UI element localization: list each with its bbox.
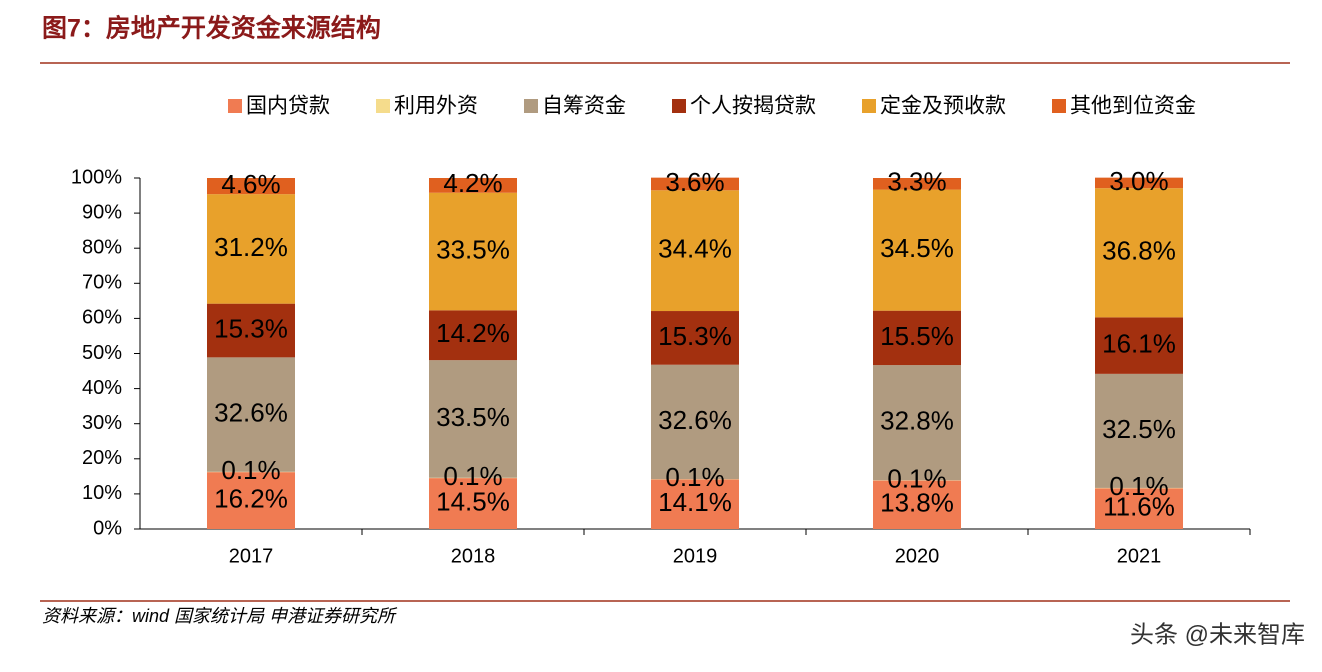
legend-label: 个人按揭贷款	[690, 95, 816, 118]
data-label: 33.5%	[436, 234, 510, 264]
bar-segment	[651, 479, 739, 529]
legend-swatch	[524, 99, 538, 113]
data-label: 0.1%	[665, 462, 724, 492]
y-tick-label: 70%	[82, 272, 122, 294]
bar-segment	[1095, 373, 1183, 488]
bar-segment	[429, 360, 517, 478]
bar-segment	[207, 303, 295, 358]
chart-title: 图7：房地产开发资金来源结构	[42, 14, 381, 43]
bar-segment	[651, 190, 739, 312]
bar-segment	[651, 364, 739, 480]
bar-segment	[429, 478, 517, 529]
data-label: 4.2%	[443, 168, 502, 198]
x-tick-label: 2019	[673, 545, 718, 567]
data-label: 15.3%	[658, 321, 732, 351]
x-tick-label: 2017	[229, 545, 274, 567]
data-label: 3.3%	[887, 167, 946, 197]
data-label: 4.6%	[221, 169, 280, 199]
legend-label: 自筹资金	[542, 95, 626, 118]
legend-swatch	[228, 99, 242, 113]
data-label: 36.8%	[1102, 236, 1176, 266]
data-label: 14.2%	[436, 318, 510, 348]
y-tick-label: 80%	[82, 236, 122, 258]
data-label: 13.8%	[880, 488, 954, 518]
bar-segment	[429, 310, 517, 361]
bar-segment	[429, 178, 517, 193]
legend-swatch	[1052, 99, 1066, 113]
data-label: 0.1%	[887, 463, 946, 493]
bar-segment	[873, 178, 961, 190]
data-label: 0.1%	[443, 461, 502, 491]
legend-label: 国内贷款	[246, 95, 330, 118]
y-tick-label: 60%	[82, 307, 122, 329]
x-tick-label: 2020	[895, 545, 940, 567]
y-tick-label: 30%	[82, 412, 122, 434]
data-label: 32.8%	[880, 406, 954, 436]
data-label: 15.5%	[880, 321, 954, 351]
data-label: 16.1%	[1102, 328, 1176, 358]
legend-swatch	[672, 99, 686, 113]
bar-segment	[651, 311, 739, 365]
source-note: 资料来源：wind 国家统计局 申港证券研究所	[42, 606, 398, 626]
x-tick-label: 2018	[451, 545, 496, 567]
y-tick-label: 100%	[71, 166, 122, 188]
y-tick-label: 20%	[82, 447, 122, 469]
bar-segment	[207, 178, 295, 195]
bar-segment	[1095, 188, 1183, 318]
legend-label: 定金及预收款	[880, 95, 1006, 118]
data-label: 14.5%	[436, 486, 510, 516]
data-label: 34.5%	[880, 233, 954, 263]
bar-segment	[873, 310, 961, 366]
bar-segment	[873, 365, 961, 481]
bar-segment	[207, 194, 295, 304]
y-tick-label: 50%	[82, 342, 122, 364]
data-label: 11.6%	[1103, 492, 1175, 522]
x-tick-label: 2021	[1117, 545, 1162, 567]
bar-segment	[207, 472, 295, 529]
y-tick-label: 10%	[82, 482, 122, 504]
bar-segment	[1095, 317, 1183, 374]
bar-segment	[207, 357, 295, 472]
y-tick-label: 40%	[82, 377, 122, 399]
legend-label: 其他到位资金	[1070, 95, 1196, 118]
data-label: 15.3%	[214, 313, 288, 343]
data-label: 0.1%	[1109, 471, 1168, 501]
data-label: 33.5%	[436, 402, 510, 432]
data-label: 14.1%	[658, 487, 732, 517]
data-label: 32.6%	[658, 405, 732, 435]
data-label: 32.6%	[214, 397, 288, 427]
bar-segment	[429, 192, 517, 311]
data-label: 34.4%	[658, 234, 732, 264]
legend-swatch	[376, 99, 390, 113]
data-label: 3.6%	[665, 167, 724, 197]
data-label: 16.2%	[214, 483, 288, 513]
data-label: 32.5%	[1102, 414, 1176, 444]
bar-segment	[1095, 177, 1183, 189]
data-label: 0.1%	[221, 455, 280, 485]
legend-label: 利用外资	[394, 95, 478, 118]
y-tick-label: 0%	[93, 517, 122, 539]
watermark: 头条 @未来智库	[1130, 621, 1305, 648]
y-tick-label: 90%	[82, 201, 122, 223]
bar-segment	[1095, 488, 1183, 529]
bar-segment	[873, 480, 961, 529]
legend-swatch	[862, 99, 876, 113]
bar-segment	[651, 177, 739, 191]
bar-segment	[873, 189, 961, 311]
data-label: 3.0%	[1109, 166, 1168, 196]
data-label: 31.2%	[214, 232, 288, 262]
